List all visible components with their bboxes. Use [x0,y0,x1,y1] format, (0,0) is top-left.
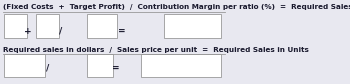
FancyBboxPatch shape [4,14,27,38]
Text: /: / [60,27,63,36]
Text: Required sales in dollars  /  Sales price per unit  =  Required Sales in Units: Required sales in dollars / Sales price … [3,47,309,53]
FancyBboxPatch shape [4,54,44,77]
FancyBboxPatch shape [87,14,117,38]
FancyBboxPatch shape [36,14,59,38]
FancyBboxPatch shape [163,14,221,38]
Text: +: + [24,27,32,36]
Text: =: = [118,27,126,36]
FancyBboxPatch shape [87,54,113,77]
Text: /: / [46,64,49,73]
Text: =: = [112,64,120,73]
Text: (Fixed Costs  +  Target Profit)  /  Contribution Margin per ratio (%)  =  Requir: (Fixed Costs + Target Profit) / Contribu… [3,4,350,10]
FancyBboxPatch shape [141,54,221,77]
